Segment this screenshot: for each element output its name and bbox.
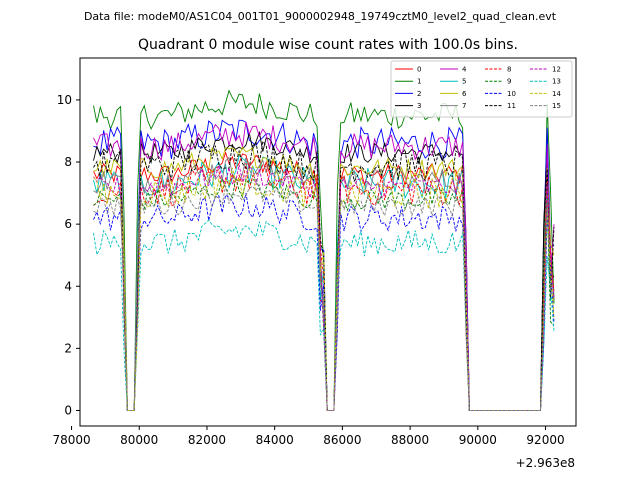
legend-frame (390, 60, 573, 118)
axes-frame (79, 57, 577, 427)
y-tick-label: 10 (57, 93, 72, 107)
x-tick-label: 80000 (120, 433, 158, 447)
x-tick-label: 82000 (188, 433, 226, 447)
x-tick-label: 90000 (459, 433, 497, 447)
y-axis: 0 2 4 6 8 10 (57, 93, 80, 417)
legend-label-5: 5 (462, 78, 466, 86)
plot-lines (93, 89, 555, 411)
legend-label-9: 9 (507, 78, 511, 86)
legend-label-3: 3 (417, 102, 421, 110)
x-tick-label: 92000 (526, 433, 564, 447)
legend-label-2: 2 (417, 90, 421, 98)
legend-label-1: 1 (417, 78, 421, 86)
x-tick-label: 86000 (323, 433, 361, 447)
legend-label-13: 13 (552, 78, 561, 86)
legend-label-0: 0 (417, 66, 421, 74)
x-offset-label: +2.963e8 (516, 456, 575, 470)
series-line-12 (93, 163, 555, 411)
legend-label-8: 8 (507, 66, 511, 74)
y-tick-label: 4 (64, 279, 72, 293)
chart-title: Quadrant 0 module wise count rates with … (138, 37, 518, 53)
x-tick-label: 78000 (52, 433, 90, 447)
series-line-15 (93, 183, 555, 411)
legend-label-14: 14 (552, 90, 561, 98)
legend-label-11: 11 (507, 102, 516, 110)
y-tick-label: 0 (64, 403, 72, 417)
x-tick-label: 84000 (256, 433, 294, 447)
legend-label-12: 12 (552, 66, 561, 74)
y-tick-label: 6 (64, 217, 72, 231)
legend-label-6: 6 (462, 90, 467, 98)
legend-label-10: 10 (507, 90, 516, 98)
legend-label-7: 7 (462, 102, 466, 110)
x-axis: 78000 80000 82000 84000 86000 88000 90000 92000 (52, 426, 565, 447)
y-tick-label: 2 (64, 341, 72, 355)
legend-label-4: 4 (462, 66, 467, 74)
chart-suptitle: Data file: modeM0/AS1C04_001T01_90000029… (84, 10, 557, 23)
x-tick-label: 88000 (391, 433, 429, 447)
y-tick-label: 8 (64, 155, 72, 169)
legend-label-15: 15 (552, 102, 561, 110)
